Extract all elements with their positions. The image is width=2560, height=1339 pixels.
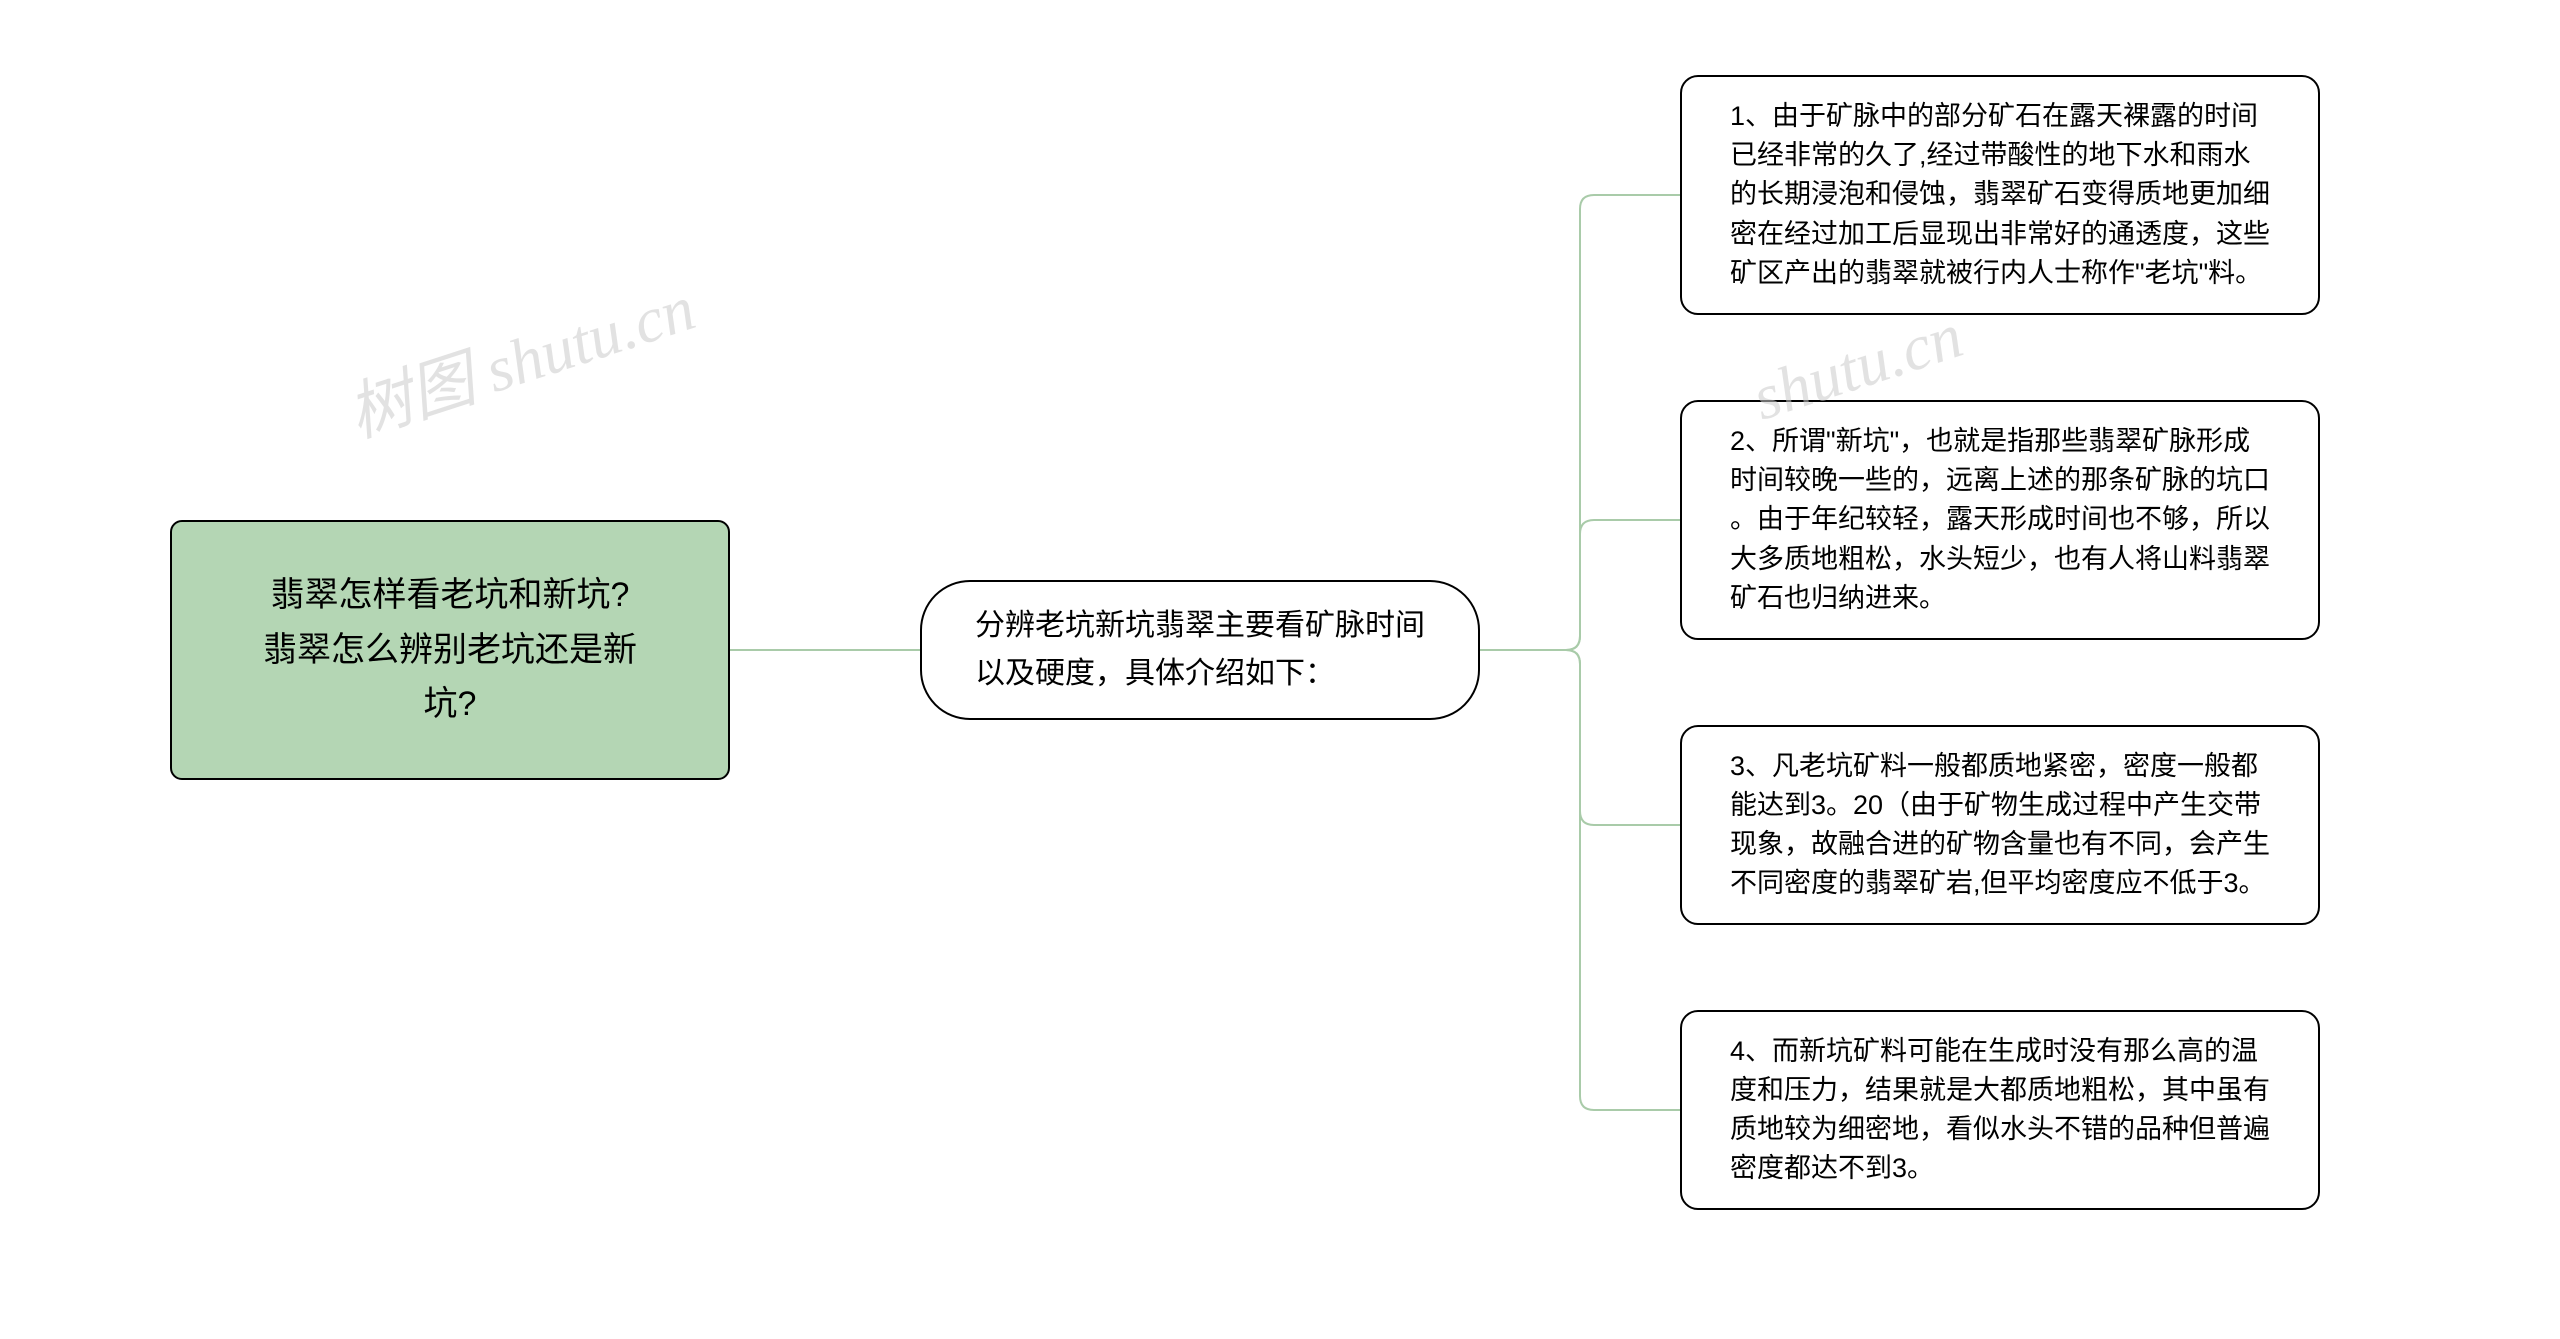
leaf-node-4: 4、而新坑矿料可能在生成时没有那么高的温 度和压力，结果就是大都质地粗松，其中虽… [1680,1010,2320,1210]
leaf-node-2-text: 2、所谓"新坑"，也就是指那些翡翠矿脉形成 时间较晚一些的，远离上述的那条矿脉的… [1730,422,2270,618]
mid-node-text: 分辨老坑新坑翡翠主要看矿脉时间 以及硬度，具体介绍如下： [975,602,1425,698]
leaf-node-1-text: 1、由于矿脉中的部分矿石在露天裸露的时间 已经非常的久了,经过带酸性的地下水和雨… [1730,97,2270,293]
root-node-text: 翡翠怎样看老坑和新坑? 翡翠怎么辨别老坑还是新 坑? [263,568,637,731]
watermark-1: 树图 shutu.cn [335,257,705,455]
leaf-node-3-text: 3、凡老坑矿料一般都质地紧密，密度一般都 能达到3。20（由于矿物生成过程中产生… [1730,747,2270,904]
leaf-node-3: 3、凡老坑矿料一般都质地紧密，密度一般都 能达到3。20（由于矿物生成过程中产生… [1680,725,2320,925]
root-node: 翡翠怎样看老坑和新坑? 翡翠怎么辨别老坑还是新 坑? [170,520,730,780]
leaf-node-4-text: 4、而新坑矿料可能在生成时没有那么高的温 度和压力，结果就是大都质地粗松，其中虽… [1730,1032,2270,1189]
leaf-node-2: 2、所谓"新坑"，也就是指那些翡翠矿脉形成 时间较晚一些的，远离上述的那条矿脉的… [1680,400,2320,640]
leaf-node-1: 1、由于矿脉中的部分矿石在露天裸露的时间 已经非常的久了,经过带酸性的地下水和雨… [1680,75,2320,315]
mid-node: 分辨老坑新坑翡翠主要看矿脉时间 以及硬度，具体介绍如下： [920,580,1480,720]
